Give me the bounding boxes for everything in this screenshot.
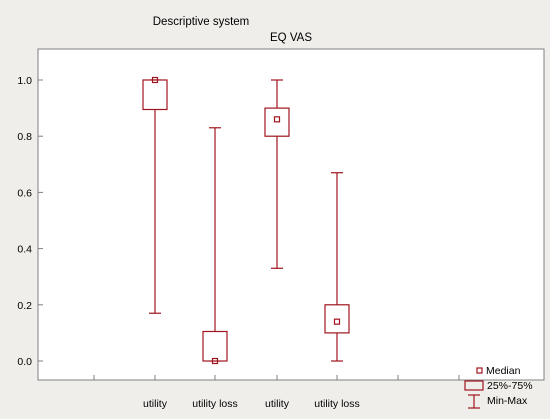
y-tick-label: 1.0: [17, 75, 32, 87]
y-tick-label: 0.2: [17, 300, 32, 312]
iqr-box: [203, 331, 227, 361]
y-tick-label: 0.4: [17, 244, 32, 256]
x-tick-label: utility: [265, 398, 290, 410]
y-tick-label: 0.6: [17, 187, 32, 199]
plot-area: [38, 49, 544, 380]
legend-median-label: Median: [486, 365, 521, 377]
x-tick-label: utility: [143, 398, 168, 410]
group-title-descriptive-system: Descriptive system: [153, 16, 250, 28]
legend-minmax-label: Min-Max: [487, 395, 528, 407]
legend-iqr-label: 25%-75%: [487, 380, 533, 392]
legend-iqr-symbol: [465, 381, 483, 390]
y-tick-label: 0.0: [17, 356, 32, 368]
x-tick-label: utility loss: [192, 398, 238, 410]
iqr-box: [143, 80, 167, 110]
x-tick-label: utility loss: [314, 398, 360, 410]
group-title-eq-vas: EQ VAS: [270, 32, 312, 44]
y-tick-label: 0.8: [17, 131, 32, 143]
